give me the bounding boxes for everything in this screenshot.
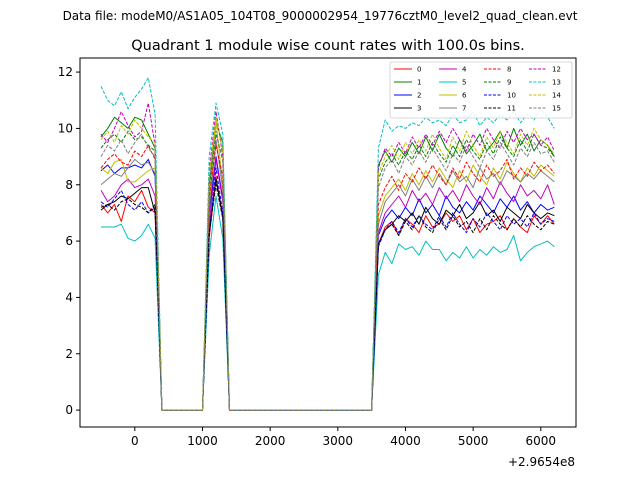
y-tick-label: 4 xyxy=(65,290,73,304)
legend-label-5: 5 xyxy=(462,79,466,87)
legend-box xyxy=(389,61,573,119)
x-axis: 0 1000 2000 3000 4000 5000 6000 xyxy=(131,427,556,448)
legend-label-14: 14 xyxy=(552,92,561,100)
legend-label-10: 10 xyxy=(507,92,516,100)
legend-label-3: 3 xyxy=(417,105,421,113)
x-tick-label: 4000 xyxy=(390,434,421,448)
legend-label-15: 15 xyxy=(552,105,561,113)
series-line-15 xyxy=(100,130,555,411)
x-tick-label: 1000 xyxy=(187,434,218,448)
x-tick-label: 6000 xyxy=(526,434,557,448)
y-tick-label: 2 xyxy=(65,347,73,361)
x-tick-label: 5000 xyxy=(458,434,489,448)
legend-label-4: 4 xyxy=(462,66,467,74)
series-layer xyxy=(100,77,555,411)
y-tick-label: 6 xyxy=(65,234,73,248)
y-tick-label: 0 xyxy=(65,403,73,417)
legend-label-11: 11 xyxy=(507,105,516,113)
series-line-13 xyxy=(100,77,555,411)
chart-title: Quadrant 1 module wise count rates with … xyxy=(131,38,525,54)
plot-area xyxy=(79,57,577,428)
figure-suptitle: Data file: modeM0/AS1A05_104T08_90000029… xyxy=(63,9,578,23)
legend-label-0: 0 xyxy=(417,66,421,74)
y-tick-label: 8 xyxy=(65,178,73,192)
legend-label-12: 12 xyxy=(552,66,561,74)
y-tick-label: 10 xyxy=(58,121,73,135)
legend-label-1: 1 xyxy=(417,79,421,87)
x-tick-label: 3000 xyxy=(323,434,354,448)
legend-label-8: 8 xyxy=(507,66,511,74)
legend-label-13: 13 xyxy=(552,79,561,87)
y-axis: 0 2 4 6 8 10 12 xyxy=(58,65,80,417)
x-tick-label: 2000 xyxy=(255,434,286,448)
series-line-11 xyxy=(100,184,555,411)
legend-label-2: 2 xyxy=(417,92,421,100)
x-tick-label: 0 xyxy=(131,434,139,448)
x-axis-offset-label: +2.9654e8 xyxy=(508,455,575,469)
y-tick-label: 12 xyxy=(58,65,73,79)
legend-label-6: 6 xyxy=(462,92,467,100)
legend-label-9: 9 xyxy=(507,79,511,87)
legend-label-7: 7 xyxy=(462,105,466,113)
axes-frame xyxy=(79,57,577,428)
